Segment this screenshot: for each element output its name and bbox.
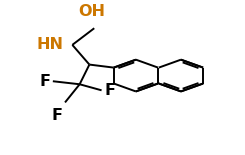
- Text: F: F: [52, 108, 62, 124]
- Text: OH: OH: [78, 4, 105, 19]
- Text: F: F: [104, 83, 115, 98]
- Text: HN: HN: [37, 37, 64, 52]
- Text: F: F: [39, 74, 50, 89]
